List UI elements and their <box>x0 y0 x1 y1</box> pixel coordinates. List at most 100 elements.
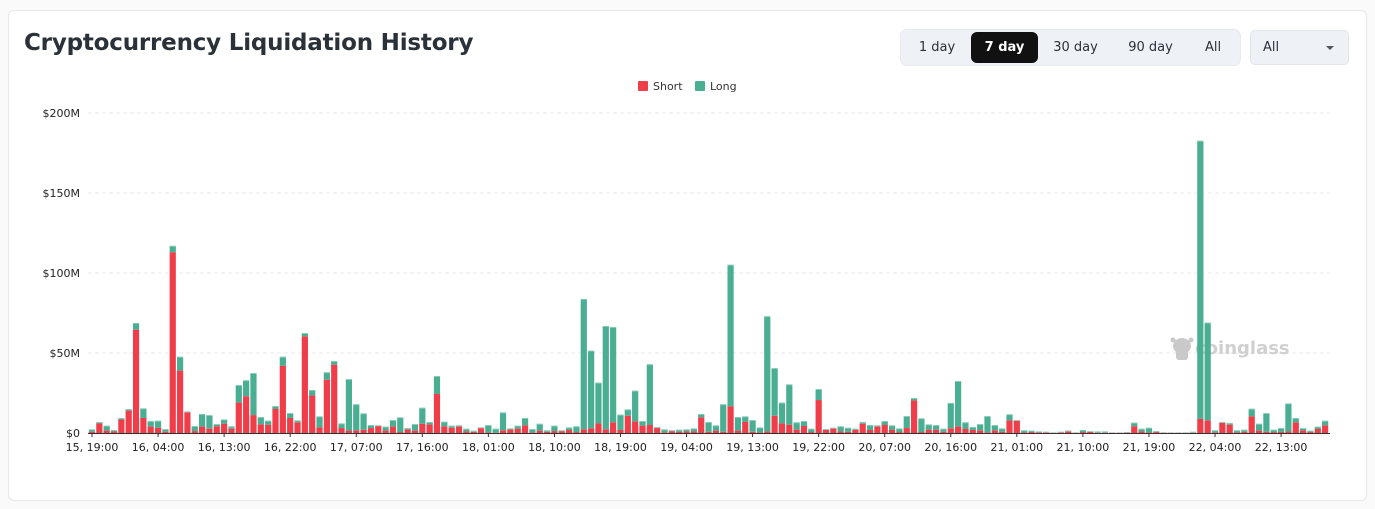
bar-long <box>309 389 316 396</box>
bar-short <box>1241 431 1248 433</box>
bar-long <box>88 429 96 432</box>
bar-highlight <box>191 425 198 427</box>
bar-short <box>1197 418 1204 433</box>
bar-long <box>375 425 382 426</box>
bar-short <box>140 417 147 433</box>
bar-highlight <box>749 420 756 422</box>
bar-short <box>419 423 426 433</box>
bar-short <box>470 431 477 433</box>
bar-highlight <box>279 356 286 358</box>
bar-long <box>999 428 1006 432</box>
bar-highlight <box>1123 432 1131 434</box>
bar-long <box>844 427 852 432</box>
bar-short <box>786 424 793 433</box>
bar-short <box>690 431 697 433</box>
bar-long <box>955 381 962 427</box>
bar-short <box>1109 432 1116 434</box>
tab-30-day[interactable]: 30 day <box>1053 40 1098 55</box>
bar-long <box>419 407 426 424</box>
bar-short <box>947 428 954 433</box>
bar-short <box>771 415 778 433</box>
bar-highlight <box>353 404 360 406</box>
bar-long <box>859 421 866 424</box>
bar-long <box>551 425 558 432</box>
bar-short <box>1219 422 1226 433</box>
bar-short <box>162 431 169 433</box>
bar-long <box>624 409 631 416</box>
bar-highlight <box>96 421 103 423</box>
bar-highlight <box>896 428 903 430</box>
bar-highlight <box>573 426 580 428</box>
bar-long <box>294 420 301 423</box>
bar-highlight <box>265 420 272 422</box>
x-tick-label: 18, 10:00 <box>528 441 581 454</box>
bar-short <box>1255 430 1263 433</box>
bar-long <box>360 413 367 430</box>
bar-long <box>367 425 375 429</box>
bar-short <box>243 396 250 433</box>
bar-long <box>1094 431 1101 433</box>
bar-short <box>588 428 595 433</box>
bar-short <box>925 429 932 433</box>
bar-short <box>1087 431 1094 433</box>
bar-long <box>727 264 734 407</box>
bar-highlight <box>529 429 536 430</box>
bar-short <box>1021 432 1028 433</box>
bar-long <box>910 397 918 401</box>
bar-long <box>1233 430 1241 433</box>
bar-long <box>602 325 609 430</box>
bar-highlight <box>837 426 844 428</box>
bar-short <box>756 432 764 433</box>
tab-1-day[interactable]: 1 day <box>918 40 956 55</box>
bar-short <box>668 431 675 433</box>
bar-short <box>536 430 543 433</box>
bar-highlight <box>287 413 294 414</box>
bar-long <box>338 423 345 429</box>
bar-long <box>1307 430 1314 433</box>
bar-long <box>1028 430 1035 433</box>
bar-highlight <box>441 421 448 423</box>
y-tick-label: $200M <box>43 107 81 120</box>
x-tick-label: 21, 19:00 <box>1123 441 1176 454</box>
bar-long <box>426 421 433 425</box>
bar-highlight <box>477 427 485 429</box>
bar-long <box>595 382 602 424</box>
bar-highlight <box>132 322 140 324</box>
tab-90-day[interactable]: 90 day <box>1128 40 1173 55</box>
bar-highlight <box>1013 420 1020 422</box>
tab-all[interactable]: All <box>1204 40 1222 55</box>
bar-short <box>103 430 110 433</box>
bar-highlight <box>1211 430 1219 432</box>
coin-select[interactable]: All <box>1250 30 1349 65</box>
bar-short <box>309 395 316 433</box>
bar-short <box>485 432 492 433</box>
bar-short <box>345 430 352 433</box>
bar-highlight <box>903 416 910 418</box>
bar-long <box>793 422 800 430</box>
bar-short <box>808 432 815 433</box>
bar-long <box>1292 417 1299 423</box>
bar-short <box>176 370 184 433</box>
bar-highlight <box>243 380 250 382</box>
bar-short <box>1307 432 1314 433</box>
bar-highlight <box>800 421 808 422</box>
bar-short <box>903 428 910 433</box>
bar-highlight <box>1087 431 1094 433</box>
bar-long <box>749 420 756 432</box>
bar-short <box>962 429 969 433</box>
bar-highlight <box>206 415 213 417</box>
bar-long <box>125 409 132 411</box>
bar-short <box>910 400 918 433</box>
bar-short <box>646 425 653 433</box>
tab-7-day[interactable]: 7 day <box>971 32 1038 63</box>
bar-short <box>661 432 668 433</box>
bar-long <box>485 425 492 433</box>
bar-highlight <box>778 402 786 404</box>
bar-long <box>984 416 991 433</box>
bar-highlight <box>852 428 859 430</box>
bar-highlight <box>844 427 852 429</box>
bar-highlight <box>536 423 543 425</box>
bar-short <box>301 336 308 433</box>
bar-short <box>1065 431 1072 433</box>
bar-highlight <box>822 429 830 430</box>
